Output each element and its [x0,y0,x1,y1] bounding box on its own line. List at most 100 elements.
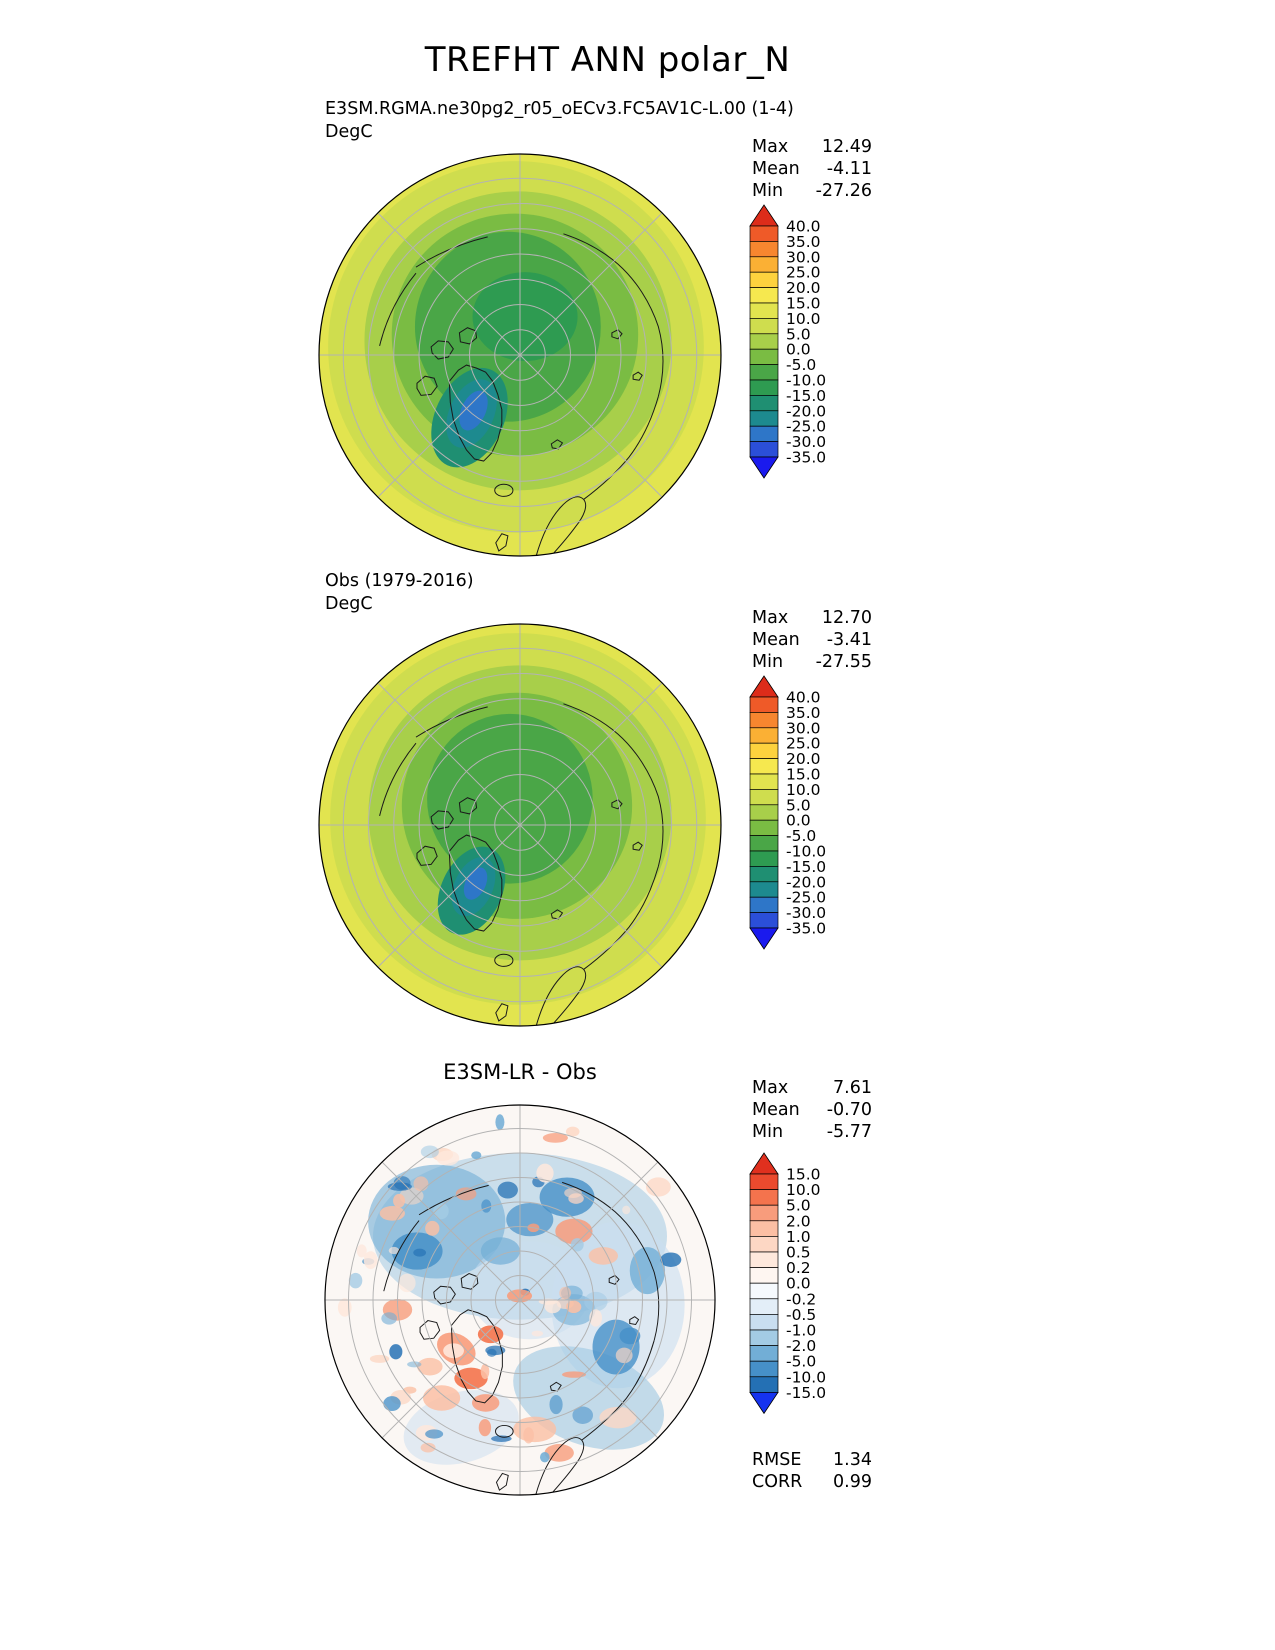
polar-map-obs [318,623,722,1027]
colorbar-tick-label: 15.0 [786,295,821,313]
colorbar-band [749,1220,779,1237]
map-field [319,624,721,1026]
stat-value-mean: -4.11 [826,158,872,179]
colorbar-tick-label: -10.0 [786,1368,826,1386]
stat-row-mean: Mean -0.70 [752,1100,872,1122]
colorbar-tick-label: 30.0 [786,719,821,737]
map-field [319,154,721,556]
colorbar-band [749,348,779,365]
panel2-title: Obs (1979-2016) [325,571,474,591]
colorbar-band [749,881,779,898]
stat-label-min: Min [752,1121,784,1142]
panel2-units: DegC [325,594,373,614]
colorbar-tick-label: -0.2 [786,1290,816,1308]
map-field [324,1104,716,1496]
colorbar-model: 40.035.030.025.020.015.010.05.00.0-5.0-1… [749,204,826,479]
colorbar-band [749,727,779,744]
colorbar-band [749,819,779,836]
colorbar-band [749,912,779,929]
metric-row-rmse: RMSE 1.34 [752,1450,872,1472]
colorbar-band [749,1173,779,1190]
colorbar-band [749,379,779,396]
colorbar-tick-label: -1.0 [786,1321,816,1339]
panel1-stats: Max 12.49 Mean -4.11 Min -27.26 [752,137,872,202]
panel1-units: DegC [325,122,373,142]
colorbar-band [749,1251,779,1268]
stat-label-mean: Mean [752,1099,800,1120]
colorbar-band [749,1314,779,1331]
colorbar-band [749,896,779,913]
graticule [324,1104,716,1496]
panel2-map [318,623,722,1031]
stat-row-mean: Mean -4.11 [752,159,872,181]
map-border [318,623,722,1027]
colorbar-band [749,256,779,273]
stat-label-max: Max [752,137,789,157]
colorbar-band [749,425,779,442]
metric-value-rmse: 1.34 [833,1450,872,1470]
stat-value-mean: -0.70 [826,1099,872,1120]
colorbar-tick-label: 0.0 [786,1275,811,1293]
colorbar-band [749,287,779,304]
stat-row-min: Min -5.77 [752,1122,872,1144]
stat-label-max: Max [752,608,789,628]
colorbar-tick-label: -5.0 [786,1353,816,1371]
colorbar-upper-triangle [749,1152,779,1175]
panel3-title: E3SM-LR - Obs [443,1060,597,1084]
stat-label-min: Min [752,180,784,201]
stat-value-max: 12.49 [821,137,872,157]
panel1-title: E3SM.RGMA.ne30pg2_r05_oECv3.FC5AV1C-L.00… [325,99,794,119]
colorbar-lower-triangle [749,927,779,950]
colorbar-band [749,333,779,350]
coastlines [383,1181,660,1496]
colorbar-band [749,850,779,867]
map-border [324,1104,716,1496]
stat-row-max: Max 12.49 [752,137,872,159]
colorbar-tick-label: -10.0 [786,372,826,390]
colorbar-band [749,1360,779,1378]
colorbar-tick-label: -15.0 [786,387,826,405]
stat-value-min: -5.77 [826,1121,872,1142]
stat-value-min: -27.55 [815,651,872,672]
panel1-colorbar: 40.0 35.0 30.0 25.0 20.0 15.0 10.0 5.0 0.0 -5.0 -1… [748,204,878,491]
colorbar-tick-label: 25.0 [786,264,821,282]
colorbar-band [749,410,779,427]
colorbar-band [749,789,779,806]
colorbar-tick-label: 0.5 [786,1243,811,1261]
metric-label-corr: CORR [752,1471,803,1492]
colorbar-tick-label: -30.0 [786,433,826,451]
metric-value-corr: 0.99 [833,1471,872,1492]
colorbar-tick-label: -20.0 [786,873,826,891]
graticule [319,624,721,1026]
colorbar-tick-label: 40.0 [786,218,821,236]
stat-value-min: -27.26 [815,180,872,201]
colorbar-band [749,1236,779,1253]
stat-row-mean: Mean -3.41 [752,630,872,652]
colorbar-tick-label: 40.0 [786,689,821,707]
colorbar-band [749,441,779,458]
panel2-header: Obs (1979-2016) DegC [325,570,474,616]
colorbar-tick-label: 2.0 [786,1212,811,1230]
colorbar-tick-label: 0.0 [786,812,811,830]
colorbar-tick-label: 30.0 [786,248,821,266]
stat-row-min: Min -27.26 [752,181,872,203]
coastlines [379,703,664,1026]
colorbar-tick-label: -15.0 [786,858,826,876]
panel1-header: E3SM.RGMA.ne30pg2_r05_oECv3.FC5AV1C-L.00… [325,98,794,144]
colorbar-tick-label: 5.0 [786,796,811,814]
colorbar-tick-label: 5.0 [786,1197,811,1215]
polar-map-diff [324,1104,716,1496]
metric-row-corr: CORR 0.99 [752,1472,872,1494]
metrics-block: RMSE 1.34 CORR 0.99 [752,1450,872,1494]
colorbar-band [749,1329,779,1346]
colorbar-band [749,1282,779,1300]
panel3-stats: Max 7.61 Mean -0.70 Min -5.77 [752,1078,872,1143]
metric-label-rmse: RMSE [752,1450,802,1470]
panel3-colorbar: 15.0 10.0 5.0 2.0 1.0 0.5 0.2 0.0 -0.2 -0.5 -1.0 -2… [748,1152,878,1426]
colorbar-band [749,1376,779,1393]
graticule [319,154,721,556]
map-border [318,153,722,557]
stat-value-mean: -3.41 [826,629,872,650]
colorbar-lower-triangle [749,1391,779,1415]
colorbar-upper-triangle [749,204,779,227]
